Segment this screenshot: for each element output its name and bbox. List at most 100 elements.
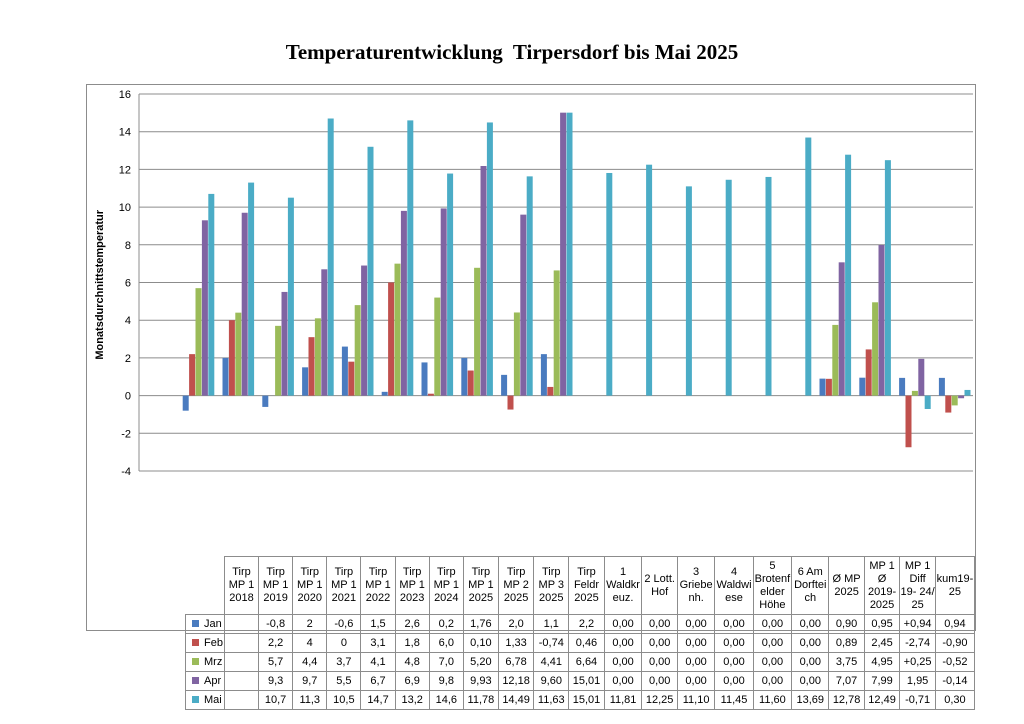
bar-mai (367, 146, 374, 396)
bar-jan (182, 395, 189, 411)
bar-mai (884, 160, 891, 396)
y-tick-label: -4 (121, 466, 131, 478)
y-tick-label: 10 (119, 202, 131, 214)
data-label: 11,63 (533, 690, 570, 710)
bar-mai (526, 176, 533, 396)
table-row: Apr 9,3 9,7 5,5 6,7 6,9 9,8 9,93 12,18 9,60 15,01 0… (185, 671, 976, 691)
bar-mai (566, 112, 573, 396)
bar-feb (348, 361, 355, 396)
table-body: Jan -0,8 2 -0,6 1,5 2,6 0,2 1,76 2,0 1,1 2,2 0,00 0,… (185, 614, 976, 710)
data-label: 0,30 (934, 690, 976, 710)
data-label: 0,00 (676, 633, 716, 653)
category-label: Tirp MP 1 2018 (223, 556, 260, 615)
bar-mrz (275, 325, 282, 396)
legend-entry: Apr (185, 671, 225, 691)
bar-mai (685, 186, 692, 396)
y-tick-label: 12 (119, 164, 131, 176)
data-label: 0,00 (641, 633, 678, 653)
category-label: 1 Waldkr euz. (603, 556, 643, 615)
category-label: Tirp MP 1 2021 (326, 556, 362, 615)
bar-mrz (951, 395, 958, 406)
data-label: 11,10 (676, 690, 716, 710)
data-label: 9,60 (533, 671, 570, 691)
category-label: Tirp Feldr 2025 (568, 556, 605, 615)
bar-mai (606, 172, 613, 396)
data-label: 5,20 (462, 652, 499, 672)
data-label: 15,01 (568, 671, 605, 691)
bar-feb (865, 349, 872, 396)
data-label: 4 (292, 633, 328, 653)
bar-mrz (872, 302, 879, 396)
data-label: 2,2 (568, 614, 605, 634)
legend-swatch (192, 619, 199, 627)
data-label: -0,52 (934, 652, 976, 672)
bar-mai (486, 122, 493, 396)
data-label: 0,00 (791, 614, 830, 634)
data-label: 0,00 (791, 671, 830, 691)
y-tick-label: 6 (125, 278, 131, 290)
category-label: Tirp MP 1 2020 (292, 556, 328, 615)
y-tick-label: 0 (125, 391, 131, 403)
data-label: 7,99 (863, 671, 901, 691)
page-title: Temperaturentwicklung Tirpersdorf bis Ma… (285, 40, 739, 64)
data-label: 14,6 (428, 690, 464, 710)
bar-mai (447, 173, 454, 396)
data-label: -0,90 (934, 633, 976, 653)
bar-feb (507, 395, 514, 410)
bar-mai (765, 176, 772, 396)
data-label: 0,00 (791, 652, 830, 672)
y-tick-label: 8 (125, 240, 131, 252)
bar-mrz (434, 297, 441, 396)
bar-apr (958, 395, 965, 399)
category-label: kum19- 25 (934, 556, 976, 615)
bar-feb (905, 395, 912, 448)
data-label: 1,95 (899, 671, 936, 691)
category-label: Tirp MP 2 2025 (497, 556, 535, 615)
bar-apr (281, 291, 288, 396)
data-label: 11,78 (462, 690, 499, 710)
bar-apr (241, 212, 248, 396)
bar-mrz (911, 390, 918, 396)
data-label: -0,71 (899, 690, 936, 710)
data-label: -2,74 (899, 633, 936, 653)
data-label: 9,7 (292, 671, 328, 691)
bar-mai (924, 395, 931, 409)
bar-mrz (394, 263, 401, 396)
data-label: 10,5 (326, 690, 362, 710)
data-label: 0,00 (752, 652, 793, 672)
data-label (223, 633, 260, 653)
table-corner (185, 556, 225, 615)
data-label: 4,1 (360, 652, 396, 672)
bar-apr (440, 208, 447, 396)
bar-jan (222, 357, 229, 396)
legend-entry: Mai (185, 690, 225, 710)
chart-frame: -4 -2 0 2 4 6 8 10 12 14 16 Monatsdurchnittstempera… (86, 84, 976, 710)
bar-mai (287, 197, 294, 396)
table-row: Mai 10,7 11,3 10,5 14,7 13,2 14,6 11,78 14,49 11,… (185, 690, 976, 710)
data-label: 0,00 (603, 671, 643, 691)
bar-feb (945, 395, 952, 413)
legend-label: Mrz (204, 656, 223, 668)
y-axis-title: Monatsdurchnittstemperatur (94, 209, 106, 359)
category-label: Tirp MP 1 2019 (258, 556, 294, 615)
data-label: 7,0 (428, 652, 464, 672)
data-label (223, 652, 260, 672)
bar-apr (560, 112, 567, 396)
data-label: 0,90 (828, 614, 865, 634)
data-label: 6,0 (428, 633, 464, 653)
data-label: 0,94 (934, 614, 976, 634)
data-label: 11,45 (714, 690, 754, 710)
data-table: Tirp MP 1 2018 Tirp MP 1 2019 Tirp MP 1 20… (185, 556, 976, 710)
data-label: 13,2 (394, 690, 430, 710)
bar-mai (805, 137, 812, 396)
bar-apr (918, 358, 925, 396)
data-label: 1,1 (533, 614, 570, 634)
category-label: Ø MP 2025 (828, 556, 865, 615)
bar-mrz (832, 324, 839, 396)
bar-jan (540, 354, 547, 396)
data-label: 0,00 (791, 633, 830, 653)
category-label: Tirp MP 1 2024 (428, 556, 464, 615)
legend-label: Jan (204, 618, 222, 630)
data-label: 6,78 (497, 652, 535, 672)
data-label: 11,3 (292, 690, 328, 710)
